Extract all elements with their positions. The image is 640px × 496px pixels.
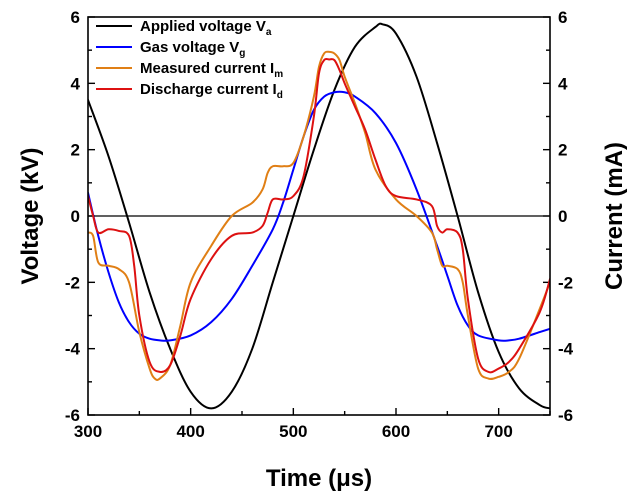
tick-labels: 300 400 500 600 700 -6 -4 -2 0 2 4 6 -6 -4 -2 0 2 4 6 [65,8,574,441]
series-line-d [88,57,550,374]
right-y-tick-label: -6 [558,406,573,425]
right-y-tick-label: 4 [558,74,568,93]
x-axis-title: Time (μs) [266,465,372,492]
right-y-tick-label: -4 [558,340,574,359]
plot-frame [87,16,551,416]
x-tick-label: 600 [382,422,410,441]
series-layer [88,22,550,410]
right-y-tick-label: 2 [558,141,567,160]
legend-label: Measured current Im [140,60,283,80]
legend-label: Discharge current Id [140,81,283,101]
right-y-tick-label: 0 [558,207,567,226]
series-line-a [88,22,550,410]
left-y-tick-label: -2 [65,273,80,292]
left-y-tick-label: -6 [65,406,80,425]
right-y-tick-label: -2 [558,273,573,292]
left-y-tick-label: -4 [65,340,81,359]
legend-label: Gas voltage Vg [140,39,245,59]
x-tick-label: 300 [74,422,102,441]
legend-label: Applied voltage Va [140,18,272,38]
x-tick-label: 700 [484,422,512,441]
x-tick-label: 400 [176,422,204,441]
x-tick-label: 500 [279,422,307,441]
left-y-tick-label: 4 [71,74,81,93]
y-axis-title-left: Voltage (kV) [17,148,44,285]
left-y-tick-label: 6 [71,8,80,27]
left-y-tick-label: 2 [71,141,80,160]
series-line-m [88,50,550,381]
y-axis-title-right: Current (mA) [601,142,628,290]
left-y-tick-label: 0 [71,207,80,226]
right-y-tick-label: 6 [558,8,567,27]
